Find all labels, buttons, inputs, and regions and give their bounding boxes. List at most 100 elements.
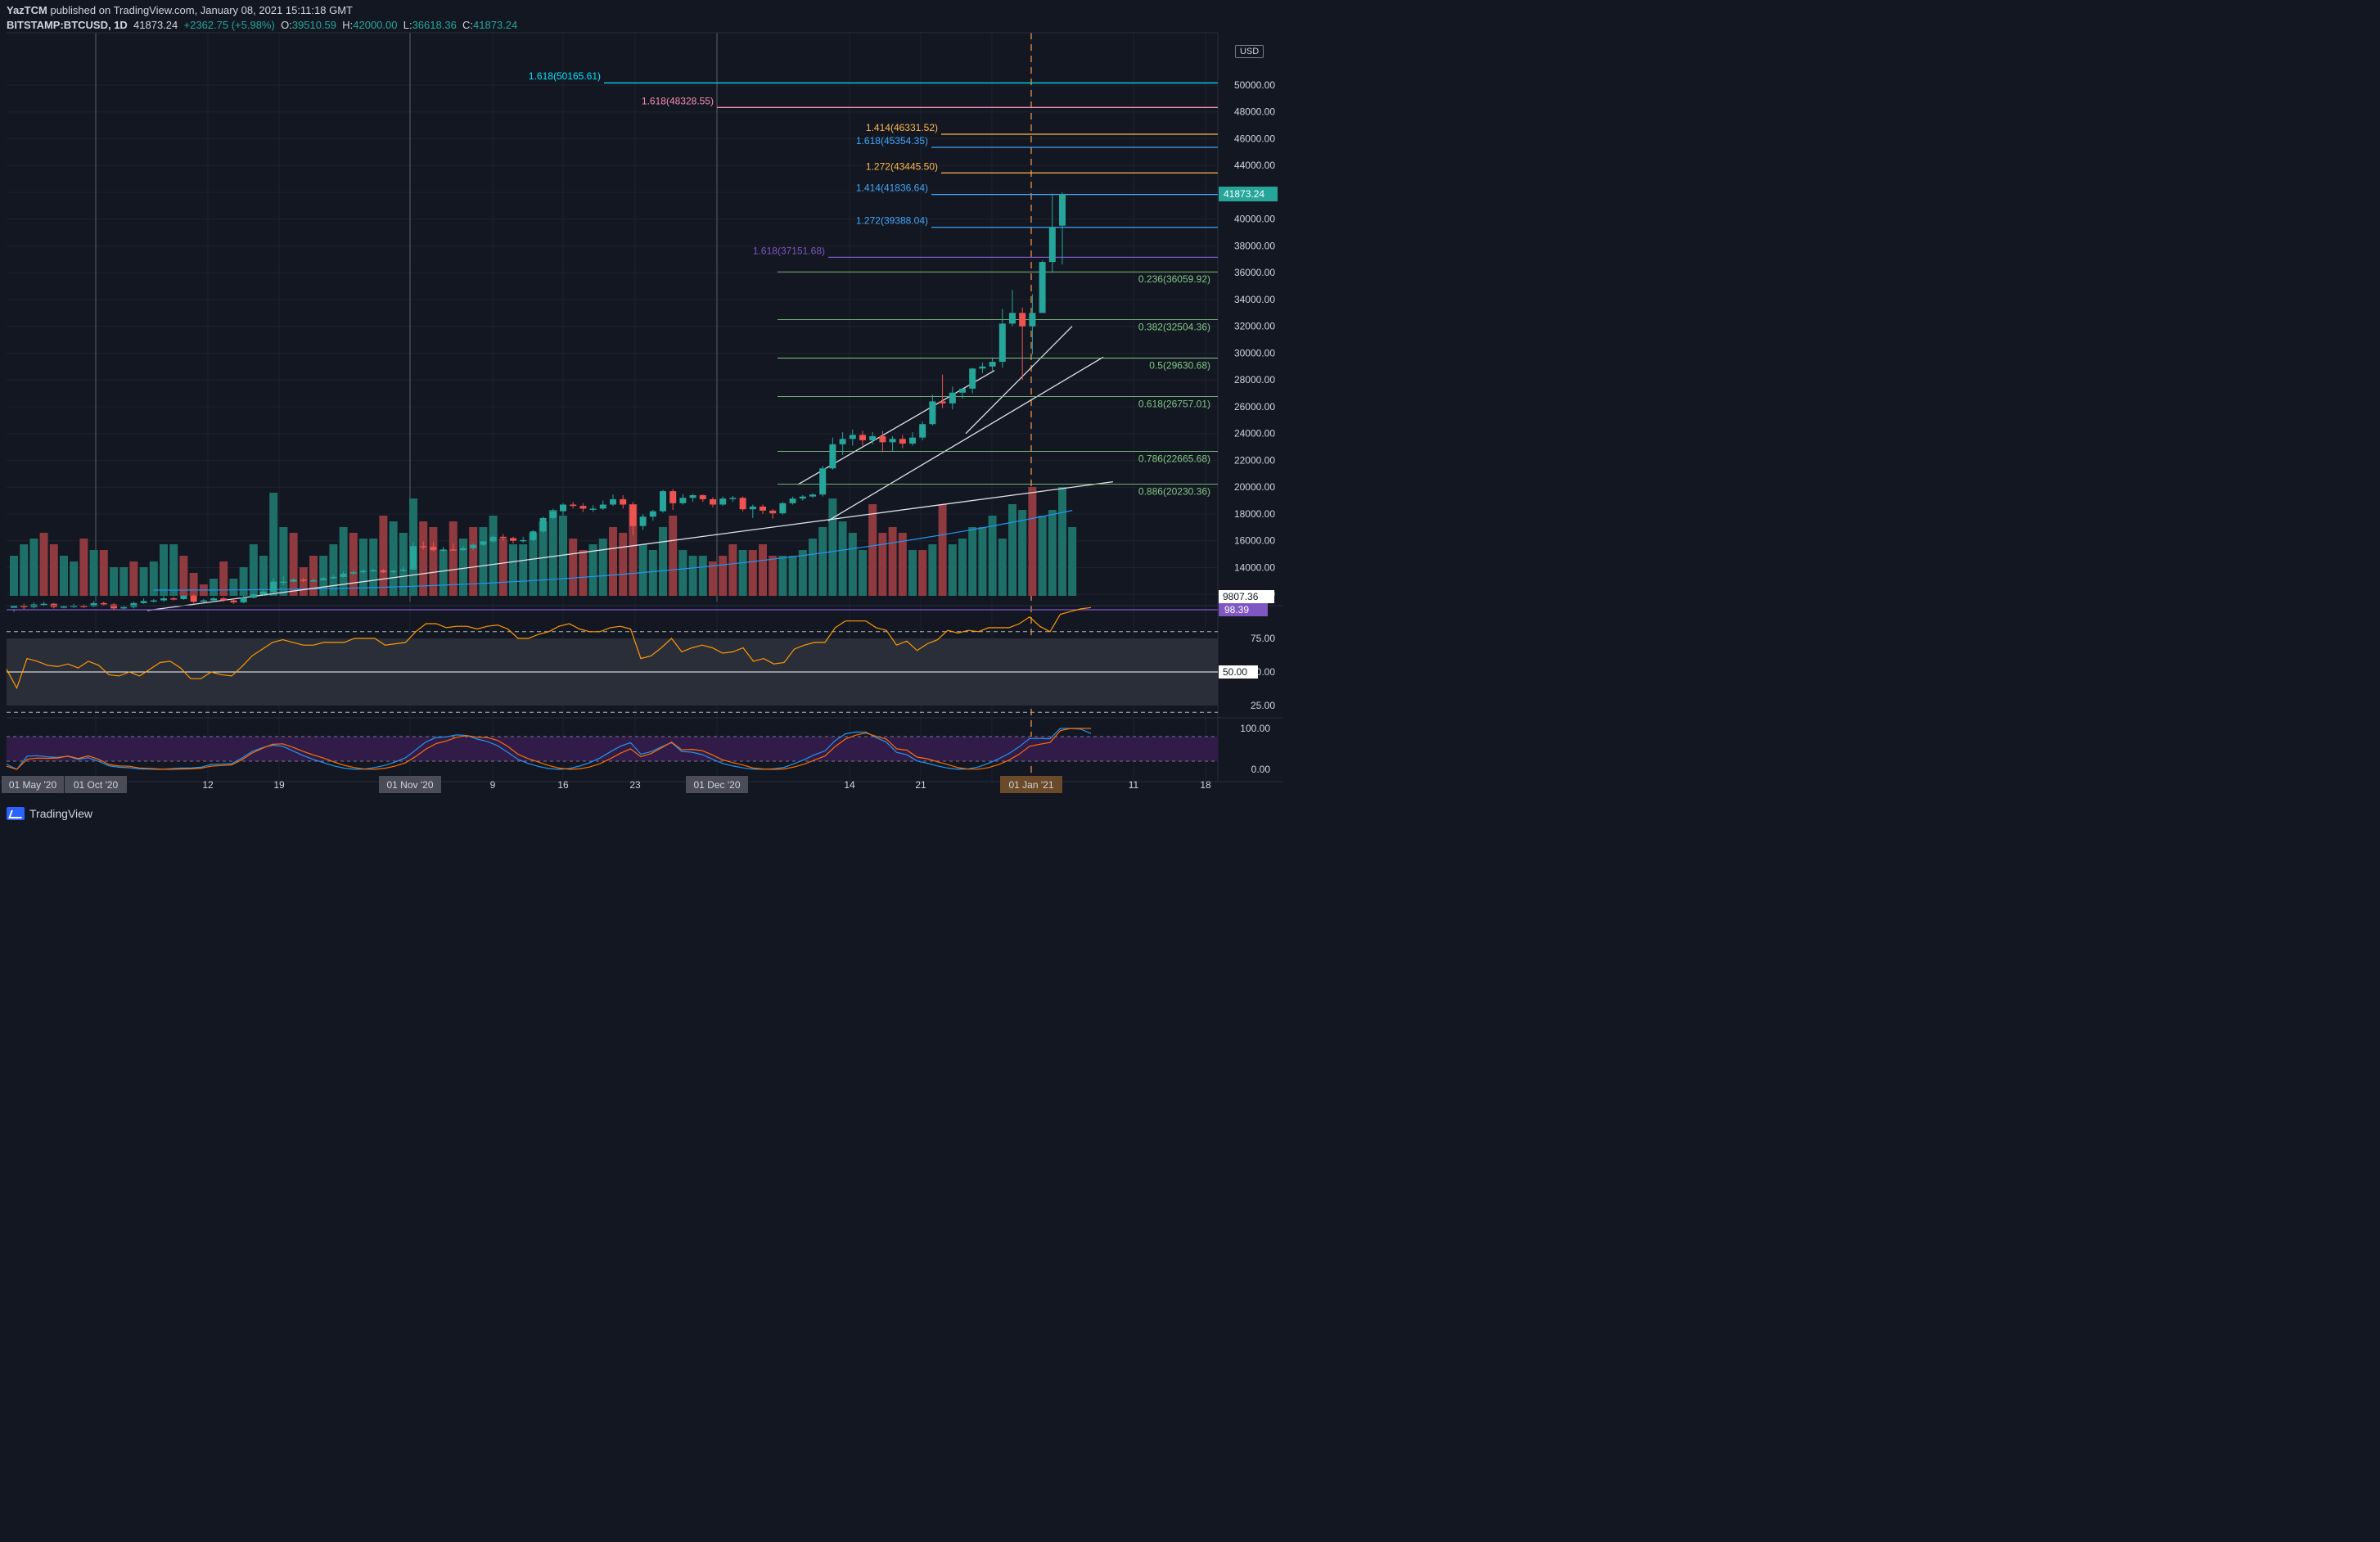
candle-body (949, 392, 956, 404)
fib-label: 0.786(22665.68) (1138, 453, 1210, 465)
volume-bar (1008, 504, 1016, 596)
volume-bar (698, 556, 707, 596)
volume-bar (938, 504, 947, 596)
last-price: 41873.24 (133, 19, 178, 31)
volume-bar (39, 533, 48, 596)
candle-body (300, 579, 307, 581)
candle-body (599, 504, 606, 509)
candle-body (370, 570, 377, 572)
volume-bar (449, 521, 458, 596)
candle-body (859, 435, 866, 440)
fib-label: 1.618(48328.55) (642, 95, 714, 106)
volume-bar (339, 527, 348, 596)
chart-canvas[interactable]: 1.618(50165.61) 1.618(48328.55) 1.414(4633… (0, 0, 1283, 832)
time-label-box (1000, 776, 1062, 793)
candle-body (360, 570, 367, 573)
volume-bar (439, 550, 448, 596)
volume-bar (1028, 487, 1037, 596)
volume-bar (139, 567, 148, 596)
volume-bar (1018, 510, 1027, 596)
candle-body (969, 368, 976, 389)
candle-body (410, 546, 417, 570)
volume-bar (529, 533, 538, 596)
candle-body (140, 601, 147, 603)
candle-body (629, 504, 637, 526)
volume-bar (519, 544, 528, 596)
channel-upper-line-2 (965, 326, 1073, 435)
volume-bar (748, 550, 757, 596)
candle-body (270, 581, 277, 592)
candle-body (449, 549, 457, 551)
volume-bar (349, 533, 358, 596)
volume-bar (329, 544, 338, 596)
time-tick-label: 01 Nov '20 (387, 779, 434, 791)
open-value: 39510.59 (291, 19, 337, 31)
volume-bar (210, 579, 218, 596)
symbol-label[interactable]: BITSTAMP:BTCUSD, 1D (7, 19, 128, 31)
price-tick-label: 14000.00 (1234, 561, 1275, 573)
candle-body (399, 569, 407, 571)
close-value: 41873.24 (473, 19, 518, 31)
candle-body (380, 570, 387, 573)
candle-body (560, 504, 566, 512)
candle-body (1039, 262, 1046, 313)
candle-body (899, 439, 906, 444)
fib-label: 1.272(39388.04) (856, 215, 928, 227)
volume-bar (219, 561, 228, 596)
candle-body (570, 504, 577, 507)
volume-bar (968, 527, 977, 596)
price-tick-label: 50000.00 (1234, 79, 1275, 91)
candle-body (610, 498, 616, 505)
volume-bar (429, 527, 438, 596)
volume-bar (838, 521, 847, 596)
candle-body (849, 435, 856, 440)
candle-body (80, 606, 88, 607)
fib-label: 0.886(20230.36) (1138, 485, 1210, 497)
rsi-tick-label: 75.00 (1251, 633, 1275, 644)
volume-bar (319, 556, 328, 596)
tradingview-brand[interactable]: TradingView (7, 807, 92, 820)
volume-bar (609, 527, 617, 596)
candle-body (100, 602, 107, 605)
candle-body (120, 606, 128, 609)
volume-bar (818, 527, 827, 596)
publisher-name[interactable]: YazTCM (7, 4, 47, 16)
volume-bar (859, 550, 867, 596)
volume-bar (1068, 527, 1077, 596)
candle-body (760, 506, 766, 511)
volume-bar (289, 533, 298, 596)
volume-bar (638, 544, 647, 596)
volume-bar (928, 544, 937, 596)
fib-label: 1.414(41836.64) (856, 183, 928, 194)
candle-body (539, 517, 547, 532)
candle-body (1059, 194, 1066, 226)
channel-upper-line (797, 370, 995, 485)
candle-body (520, 539, 527, 542)
rsi-mid-label: 50.00 (1223, 666, 1247, 678)
volume-bar (229, 579, 238, 596)
low-label: L: (403, 19, 412, 31)
price-tick-label: 28000.00 (1234, 374, 1275, 386)
candle-body (589, 508, 597, 510)
long-trendline (146, 481, 1114, 611)
time-tick-label: 9 (490, 779, 496, 791)
stoch-tick-label: 0.00 (1251, 764, 1271, 775)
volume-bar (728, 544, 737, 596)
candle-body (679, 498, 687, 503)
candle-body (998, 323, 1006, 363)
volume-bar (619, 533, 628, 596)
close-label: C: (462, 19, 474, 31)
fib-label: 1.618(50165.61) (529, 70, 601, 82)
candle-body (530, 531, 537, 540)
currency-button[interactable]: USD (1235, 45, 1264, 58)
candle-body (240, 597, 247, 603)
stoch-k-line (6, 728, 1092, 770)
volume-bar (419, 521, 428, 596)
candle-body (919, 424, 926, 438)
candle-body (699, 495, 706, 499)
volume-bar (79, 539, 88, 596)
volume-bar (459, 539, 467, 596)
stoch-tick-label: 100.00 (1240, 723, 1270, 734)
publish-line: YazTCM published on TradingView.com, Jan… (7, 4, 353, 16)
candle-body (649, 511, 656, 517)
